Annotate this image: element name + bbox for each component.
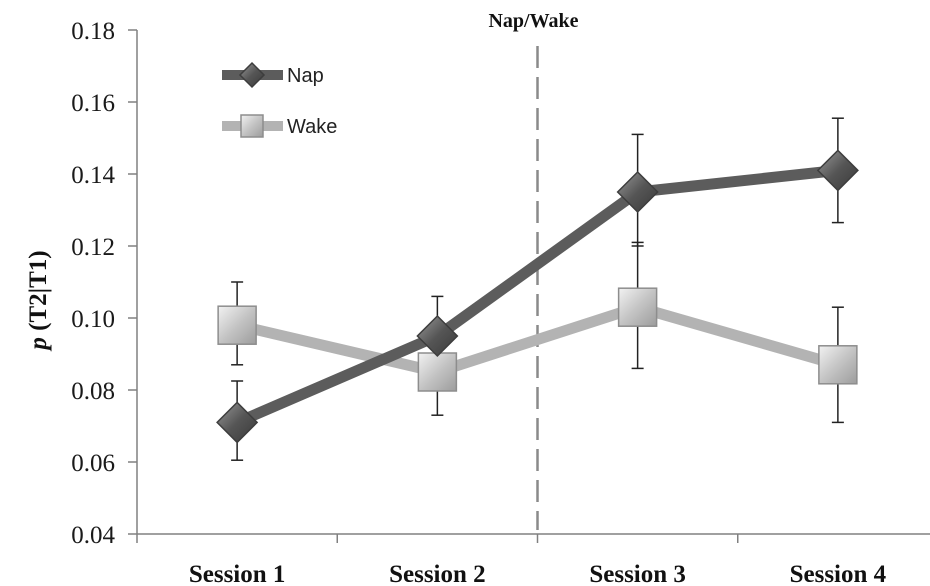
wake-data-point — [417, 352, 458, 392]
y-tick-label: 0.10 — [71, 306, 115, 333]
y-tick-label: 0.08 — [71, 378, 115, 405]
wake-legend-label: Wake — [287, 116, 337, 138]
nap-data-point — [216, 401, 259, 444]
y-tick-label: 0.18 — [71, 18, 115, 45]
x-tick-label: Session 2 — [389, 561, 486, 586]
annotations: Nap/Wake — [488, 10, 579, 530]
nap-series-line — [234, 164, 839, 428]
wake-data-point — [617, 287, 658, 327]
wake-legend-marker — [240, 114, 264, 138]
axes: 0.04 0.06 0.08 0.10 0.12 0.14 0.16 0.18 Session … — [71, 18, 930, 586]
legend: Nap Wake — [222, 61, 337, 138]
y-tick-label: 0.16 — [71, 90, 115, 117]
nap-wake-label: Nap/Wake — [488, 10, 578, 32]
y-tick-label: 0.12 — [71, 234, 115, 261]
x-tick-label: Session 1 — [189, 561, 286, 586]
nap-legend-marker — [238, 61, 266, 89]
y-axis-label: p (T2|T1) — [25, 250, 52, 351]
x-tick-label: Session 3 — [589, 561, 686, 586]
x-tick-label: Session 4 — [790, 561, 887, 586]
y-tick-label: 0.04 — [71, 522, 115, 549]
nap-data-point — [816, 149, 859, 192]
y-tick-label: 0.14 — [71, 162, 115, 189]
y-tick-label: 0.06 — [71, 450, 115, 477]
wake-data-point — [217, 305, 257, 345]
nap-data-point — [616, 170, 659, 214]
plot-area — [216, 117, 859, 461]
nap-data-point — [416, 314, 459, 358]
wake-data-point — [818, 345, 858, 385]
nap-legend-label: Nap — [287, 65, 324, 87]
wake-series-line — [235, 301, 840, 378]
